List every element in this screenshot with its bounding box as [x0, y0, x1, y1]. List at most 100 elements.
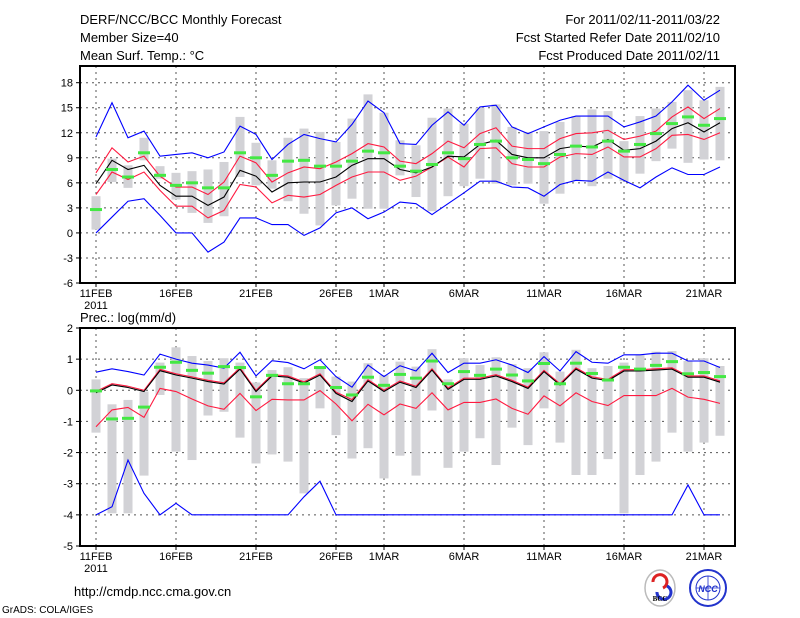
x-tick-label: 6MAR [449, 288, 480, 300]
ensemble-range-bar [715, 86, 725, 161]
source-url[interactable]: http://cmdp.ncc.cma.gov.cn [74, 584, 231, 599]
ensemble-range-bar [251, 142, 261, 186]
x-tick-label: 16FEB [159, 288, 193, 300]
observed-marker [346, 159, 358, 163]
ensemble-range-bar [555, 371, 565, 443]
ensemble-range-bar [507, 364, 517, 428]
observed-marker [426, 162, 438, 166]
y-tick-label: 6 [67, 178, 73, 190]
observed-marker [234, 366, 246, 370]
observed-marker [650, 132, 662, 136]
ensemble-range-bar [667, 351, 677, 433]
observed-marker [186, 368, 198, 372]
x-tick-label: 21MAR [686, 551, 723, 563]
y-tick-label: 3 [67, 203, 73, 215]
bcc-logo: BCC [644, 569, 676, 607]
produced-date: Fcst Produced Date 2011/02/11 [538, 48, 720, 63]
observed-marker [538, 362, 550, 366]
ensemble-range-bar [187, 356, 197, 461]
y-tick-label: -3 [63, 479, 73, 491]
observed-marker [538, 162, 550, 166]
ensemble-range-bar [331, 376, 341, 436]
observed-marker [602, 378, 614, 382]
observed-marker [554, 382, 566, 386]
forecast-period: For 2011/02/11-2011/03/22 [565, 12, 720, 27]
ensemble-range-bar [363, 363, 373, 449]
observed-marker [362, 149, 374, 153]
observed-marker [298, 158, 310, 162]
observed-marker [442, 382, 454, 386]
ensemble-range-bar [683, 361, 693, 452]
observed-marker [410, 169, 422, 173]
ensemble-range-bar [123, 399, 133, 514]
observed-marker [90, 389, 102, 393]
spread-lower-line [95, 387, 721, 428]
ensemble-mean-line [95, 368, 721, 403]
ensemble-range-bar [331, 141, 341, 206]
observed-marker [346, 393, 358, 397]
observed-marker [634, 142, 646, 146]
observed-marker [666, 360, 678, 364]
observed-marker [154, 173, 166, 177]
ensemble-range-bar [635, 354, 645, 475]
ensemble-range-bar [379, 375, 389, 479]
observed-marker [170, 183, 182, 187]
observed-marker [122, 175, 134, 179]
x-tick-year: 2011 [84, 300, 108, 312]
spread-upper-line [95, 106, 721, 196]
ensemble-range-bar [107, 404, 117, 514]
y-tick-label: -3 [63, 253, 73, 265]
x-tick-year: 2011 [84, 563, 108, 575]
ensemble-range-bar [395, 361, 405, 456]
ensemble-range-bar [539, 352, 549, 409]
ensemble-range-bar [459, 358, 469, 452]
ensemble-range-bar [571, 349, 581, 475]
y-tick-label: -1 [63, 416, 73, 428]
observed-marker [458, 370, 470, 374]
x-tick-label: 16FEB [159, 551, 193, 563]
ensemble-range-bar [395, 140, 405, 176]
observed-marker [714, 117, 726, 121]
observed-marker [394, 372, 406, 376]
observed-marker [282, 382, 294, 386]
ensemble-range-bar [619, 141, 629, 182]
ensemble-range-bar [443, 379, 453, 468]
x-tick-label: 11MAR [526, 288, 562, 300]
y-tick-label: 1 [67, 354, 73, 366]
x-tick-label: 21FEB [239, 551, 273, 563]
observed-marker [250, 395, 262, 399]
y-tick-label: 0 [67, 228, 73, 240]
observed-marker [106, 417, 118, 421]
observed-marker [442, 151, 454, 155]
observed-marker [698, 123, 710, 127]
ensemble-range-bar [587, 368, 597, 475]
observed-marker [682, 115, 694, 119]
ensemble-range-bar [139, 391, 149, 476]
ensemble-range-bar [571, 116, 581, 181]
ensemble-range-bar [91, 379, 101, 433]
observed-marker [314, 164, 326, 168]
observed-marker [618, 149, 630, 153]
ensemble-min-line [95, 458, 720, 516]
variable-label: Mean Surf. Temp.: °C [80, 48, 204, 63]
y-tick-label: -5 [63, 541, 73, 553]
observed-marker [634, 367, 646, 371]
observed-marker [138, 151, 150, 155]
x-tick-label: 1MAR [369, 551, 400, 563]
observed-marker [506, 156, 518, 160]
ensemble-range-bar [603, 111, 613, 179]
spread-upper-line [95, 367, 721, 401]
observed-marker [522, 157, 534, 161]
x-tick-label: 1MAR [369, 288, 400, 300]
observed-marker [250, 156, 262, 160]
observed-marker [218, 186, 230, 190]
ensemble-range-bar [491, 104, 501, 184]
ensemble-range-bar [699, 358, 709, 443]
observed-marker [330, 385, 342, 389]
observed-marker [186, 181, 198, 185]
ensemble-range-bar [267, 370, 277, 455]
ensemble-range-bar [155, 362, 165, 395]
x-tick-label: 26FEB [319, 551, 353, 563]
